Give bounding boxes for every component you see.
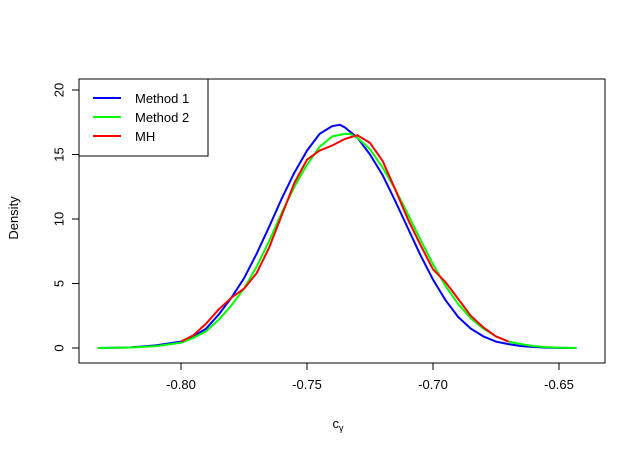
series-line-mh: [180, 134, 509, 343]
y-axis: 0 5 10 15 20: [52, 83, 80, 352]
y-tick-label: 5: [52, 280, 67, 287]
y-tick-label: 0: [52, 344, 67, 351]
y-tick-label: 20: [52, 83, 67, 97]
x-tick-label: -0.75: [292, 377, 322, 392]
legend-label-method-2: Method 2: [135, 110, 189, 125]
y-tick-label: 10: [52, 212, 67, 226]
x-tick-label: -0.80: [166, 377, 196, 392]
x-axis-title: cγ: [333, 416, 345, 433]
x-tick-label: -0.70: [418, 377, 448, 392]
series-line-method-2: [97, 132, 577, 349]
x-axis: -0.80 -0.75 -0.70 -0.65: [166, 362, 574, 392]
legend-label-method-1: Method 1: [135, 91, 189, 106]
legend-label-mh: MH: [135, 129, 155, 144]
legend: Method 1 Method 2 MH: [78, 78, 209, 157]
y-axis-title: Density: [6, 196, 21, 240]
series-group: [97, 123, 577, 349]
y-tick-label: 15: [52, 147, 67, 161]
series-line-method-1: [97, 123, 577, 349]
x-tick-label: -0.65: [544, 377, 574, 392]
